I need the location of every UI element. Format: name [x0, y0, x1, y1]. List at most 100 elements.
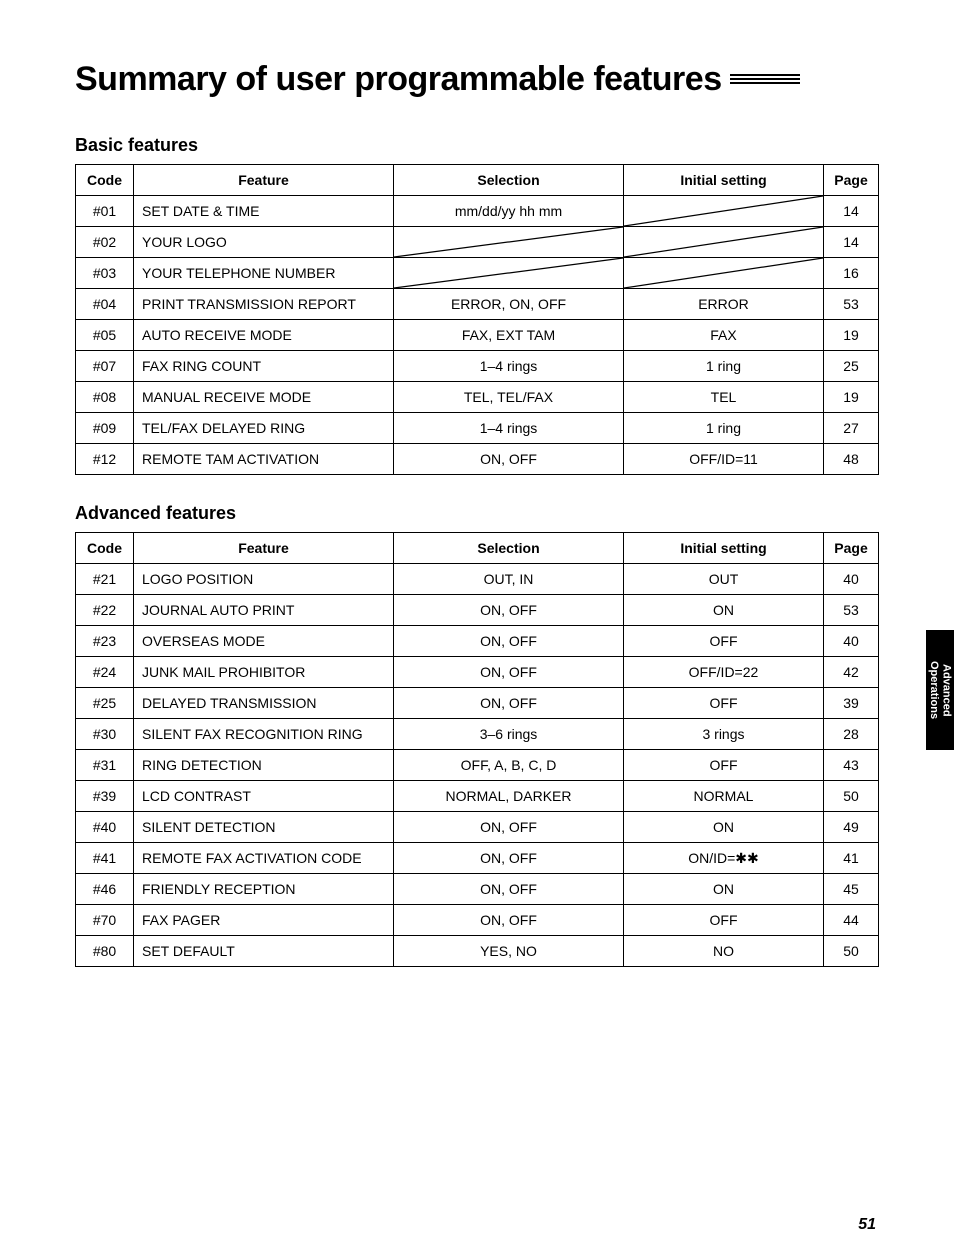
cell-code: #21: [76, 564, 134, 595]
cell-selection: ERROR, ON, OFF: [394, 289, 624, 320]
cell-feature: YOUR TELEPHONE NUMBER: [134, 258, 394, 289]
cell-initial: FAX: [624, 320, 824, 351]
cell-feature: SILENT FAX RECOGNITION RING: [134, 719, 394, 750]
cell-feature: SET DEFAULT: [134, 936, 394, 967]
cell-selection: ON, OFF: [394, 595, 624, 626]
cell-code: #30: [76, 719, 134, 750]
cell-code: #07: [76, 351, 134, 382]
title-row: Summary of user programmable features: [75, 60, 879, 99]
cell-initial: [624, 227, 824, 258]
cell-page: 45: [824, 874, 879, 905]
cell-code: #70: [76, 905, 134, 936]
cell-feature: LCD CONTRAST: [134, 781, 394, 812]
cell-initial: NO: [624, 936, 824, 967]
cell-page: 40: [824, 564, 879, 595]
cell-code: #04: [76, 289, 134, 320]
cell-selection: [394, 227, 624, 258]
cell-page: 19: [824, 320, 879, 351]
column-header: Page: [824, 533, 879, 564]
cell-initial: ON: [624, 874, 824, 905]
cell-initial: TEL: [624, 382, 824, 413]
column-header: Feature: [134, 165, 394, 196]
cell-initial: ON: [624, 595, 824, 626]
column-header: Feature: [134, 533, 394, 564]
cell-selection: 1–4 rings: [394, 351, 624, 382]
cell-page: 53: [824, 595, 879, 626]
table-row: #31RING DETECTIONOFF, A, B, C, DOFF43: [76, 750, 879, 781]
cell-selection: ON, OFF: [394, 905, 624, 936]
table-row: #39LCD CONTRASTNORMAL, DARKERNORMAL50: [76, 781, 879, 812]
table-row: #03YOUR TELEPHONE NUMBER16: [76, 258, 879, 289]
cell-feature: SET DATE & TIME: [134, 196, 394, 227]
table-row: #07FAX RING COUNT1–4 rings1 ring25: [76, 351, 879, 382]
cell-selection: ON, OFF: [394, 688, 624, 719]
cell-feature: OVERSEAS MODE: [134, 626, 394, 657]
section-heading: Advanced features: [75, 503, 879, 524]
cell-page: 40: [824, 626, 879, 657]
table-row: #12REMOTE TAM ACTIVATIONON, OFFOFF/ID=11…: [76, 444, 879, 475]
cell-feature: FRIENDLY RECEPTION: [134, 874, 394, 905]
table-header-row: CodeFeatureSelectionInitial settingPage: [76, 533, 879, 564]
cell-code: #39: [76, 781, 134, 812]
cell-initial: NORMAL: [624, 781, 824, 812]
cell-code: #46: [76, 874, 134, 905]
cell-code: #08: [76, 382, 134, 413]
cell-selection: OFF, A, B, C, D: [394, 750, 624, 781]
cell-code: #25: [76, 688, 134, 719]
cell-selection: ON, OFF: [394, 812, 624, 843]
cell-feature: MANUAL RECEIVE MODE: [134, 382, 394, 413]
cell-initial: ON/ID=✱✱: [624, 843, 824, 874]
cell-code: #31: [76, 750, 134, 781]
table-row: #21LOGO POSITIONOUT, INOUT40: [76, 564, 879, 595]
page-number: 51: [858, 1216, 876, 1234]
cell-initial: ERROR: [624, 289, 824, 320]
column-header: Initial setting: [624, 533, 824, 564]
cell-selection: 3–6 rings: [394, 719, 624, 750]
features-table: CodeFeatureSelectionInitial settingPage#…: [75, 532, 879, 967]
cell-initial: 1 ring: [624, 413, 824, 444]
section-tab: Advanced Operations: [926, 630, 954, 750]
cell-feature: LOGO POSITION: [134, 564, 394, 595]
cell-selection: YES, NO: [394, 936, 624, 967]
cell-selection: ON, OFF: [394, 874, 624, 905]
cell-initial: OFF/ID=11: [624, 444, 824, 475]
table-header-row: CodeFeatureSelectionInitial settingPage: [76, 165, 879, 196]
cell-code: #12: [76, 444, 134, 475]
cell-selection: ON, OFF: [394, 626, 624, 657]
cell-initial: OFF: [624, 626, 824, 657]
cell-page: 28: [824, 719, 879, 750]
sections: Basic features CodeFeatureSelectionInitia…: [75, 135, 879, 967]
cell-page: 43: [824, 750, 879, 781]
cell-page: 14: [824, 227, 879, 258]
column-header: Selection: [394, 165, 624, 196]
table-row: #09TEL/FAX DELAYED RING1–4 rings1 ring27: [76, 413, 879, 444]
table-row: #02YOUR LOGO14: [76, 227, 879, 258]
cell-initial: [624, 258, 824, 289]
table-row: #30SILENT FAX RECOGNITION RING3–6 rings3…: [76, 719, 879, 750]
table-row: #80SET DEFAULTYES, NONO50: [76, 936, 879, 967]
cell-page: 49: [824, 812, 879, 843]
section-heading: Basic features: [75, 135, 879, 156]
cell-code: #01: [76, 196, 134, 227]
cell-page: 48: [824, 444, 879, 475]
cell-page: 42: [824, 657, 879, 688]
cell-code: #23: [76, 626, 134, 657]
table-row: #01SET DATE & TIMEmm/dd/yy hh mm14: [76, 196, 879, 227]
cell-code: #40: [76, 812, 134, 843]
cell-page: 44: [824, 905, 879, 936]
cell-selection: ON, OFF: [394, 657, 624, 688]
table-row: #23OVERSEAS MODEON, OFFOFF40: [76, 626, 879, 657]
cell-selection: [394, 258, 624, 289]
cell-code: #05: [76, 320, 134, 351]
cell-page: 25: [824, 351, 879, 382]
cell-selection: ON, OFF: [394, 444, 624, 475]
cell-feature: FAX RING COUNT: [134, 351, 394, 382]
cell-feature: SILENT DETECTION: [134, 812, 394, 843]
cell-initial: OFF/ID=22: [624, 657, 824, 688]
cell-initial: OFF: [624, 905, 824, 936]
table-row: #08MANUAL RECEIVE MODETEL, TEL/FAXTEL19: [76, 382, 879, 413]
column-header: Selection: [394, 533, 624, 564]
table-row: #04PRINT TRANSMISSION REPORTERROR, ON, O…: [76, 289, 879, 320]
cell-page: 27: [824, 413, 879, 444]
cell-initial: OFF: [624, 688, 824, 719]
